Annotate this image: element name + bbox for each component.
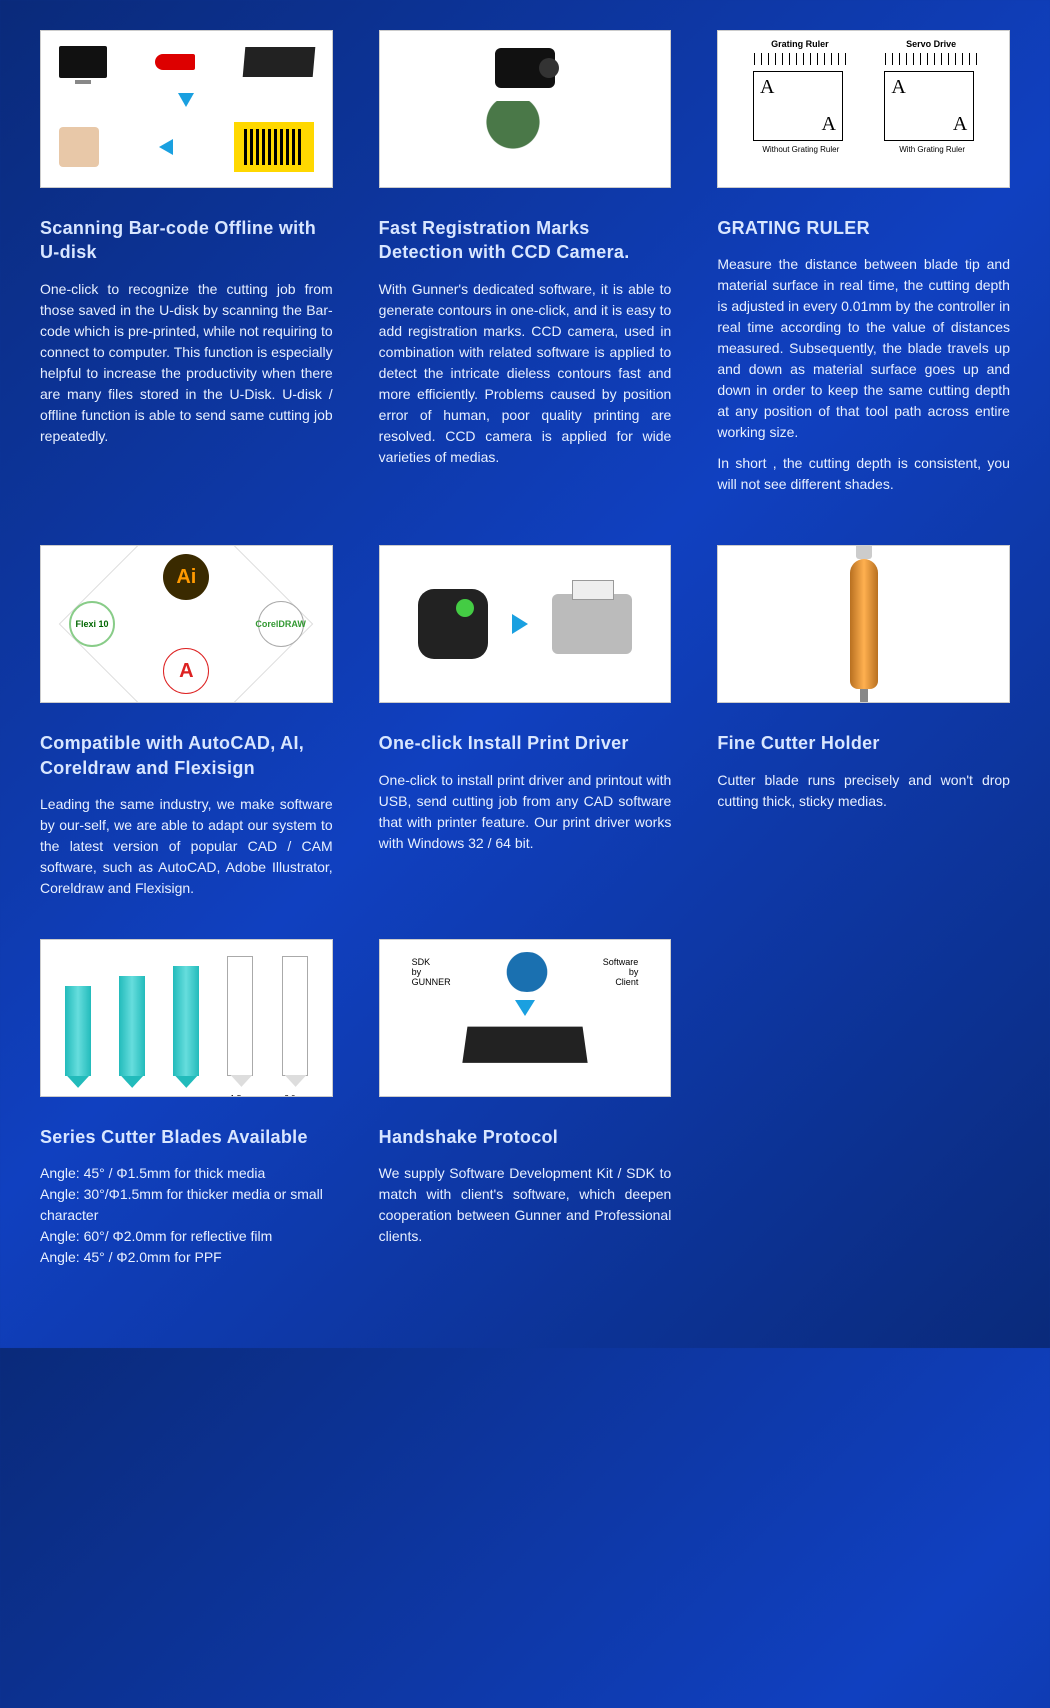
card-body: We supply Software Development Kit / SDK… bbox=[379, 1163, 672, 1247]
card-print-driver: One-click Install Print Driver One-click… bbox=[379, 545, 672, 899]
card-title: Fine Cutter Holder bbox=[717, 731, 1010, 755]
ai-icon: Ai bbox=[163, 554, 209, 600]
print-driver-image bbox=[379, 545, 672, 703]
camera-icon bbox=[495, 48, 555, 88]
ruler-box-icon: AA bbox=[884, 71, 974, 141]
face-icon bbox=[59, 127, 99, 167]
ruler-label-top-right: Servo Drive bbox=[906, 39, 956, 49]
blade-icon: 30° bbox=[65, 986, 91, 1076]
touch-icon bbox=[418, 589, 488, 659]
card-body: With Gunner's dedicated software, it is … bbox=[379, 279, 672, 468]
card-title: GRATING RULER bbox=[717, 216, 1010, 240]
grating-ruler-image: Grating Ruler Servo Drive AA AA Without … bbox=[717, 30, 1010, 188]
handshake-protocol-image: SDKbyGUNNER SoftwarebyClient bbox=[379, 939, 672, 1097]
feature-grid: Scanning Bar-code Offline with U-disk On… bbox=[40, 30, 1010, 1268]
card-body: One-click to recognize the cutting job f… bbox=[40, 279, 333, 447]
ccd-camera-image bbox=[379, 30, 672, 188]
card-body-p1: Measure the distance between blade tip a… bbox=[717, 254, 1010, 443]
card-cutter-holder: Fine Cutter Holder Cutter blade runs pre… bbox=[717, 545, 1010, 899]
ruler-box-icon: AA bbox=[753, 71, 843, 141]
person-icon bbox=[465, 101, 585, 171]
card-cutter-blades: 30° 45° 60° 1.5mm 2.0mm Series Cutter Bl… bbox=[40, 939, 333, 1268]
cutter-blades-image: 30° 45° 60° 1.5mm 2.0mm bbox=[40, 939, 333, 1097]
card-grating-ruler: Grating Ruler Servo Drive AA AA Without … bbox=[717, 30, 1010, 505]
compatible-software-image: Ai Flexi 10 CorelDRAW A bbox=[40, 545, 333, 703]
monitor-icon bbox=[59, 46, 107, 78]
card-title: One-click Install Print Driver bbox=[379, 731, 672, 755]
machine-icon bbox=[462, 1026, 587, 1062]
arrow-down-icon bbox=[515, 1000, 535, 1016]
ruler-label-bottom-right: With Grating Ruler bbox=[899, 145, 965, 154]
blade-icon: 1.5mm bbox=[227, 956, 253, 1076]
flexi-icon: Flexi 10 bbox=[69, 601, 115, 647]
usb-icon bbox=[155, 54, 195, 70]
card-barcode-offline: Scanning Bar-code Offline with U-disk On… bbox=[40, 30, 333, 505]
card-handshake-protocol: SDKbyGUNNER SoftwarebyClient Handshake P… bbox=[379, 939, 672, 1268]
blade-icon: 60° bbox=[173, 966, 199, 1076]
coreldraw-icon: CorelDRAW bbox=[258, 601, 304, 647]
software-label: SoftwarebyClient bbox=[603, 957, 639, 987]
barcode-offline-image bbox=[40, 30, 333, 188]
card-title: Compatible with AutoCAD, AI, Coreldraw a… bbox=[40, 731, 333, 780]
card-body: Cutter blade runs precisely and won't dr… bbox=[717, 770, 1010, 812]
card-body: One-click to install print driver and pr… bbox=[379, 770, 672, 854]
barcode-icon bbox=[234, 122, 314, 172]
card-ccd-camera: Fast Registration Marks Detection with C… bbox=[379, 30, 672, 505]
card-compatible-software: Ai Flexi 10 CorelDRAW A Compatible with … bbox=[40, 545, 333, 899]
card-body: Leading the same industry, we make softw… bbox=[40, 794, 333, 899]
handshake-icon bbox=[499, 952, 555, 992]
card-body-p2: In short , the cutting depth is consiste… bbox=[717, 453, 1010, 495]
cutter-holder-icon bbox=[850, 559, 878, 689]
card-title: Series Cutter Blades Available bbox=[40, 1125, 333, 1149]
card-title: Fast Registration Marks Detection with C… bbox=[379, 216, 672, 265]
card-title: Handshake Protocol bbox=[379, 1125, 672, 1149]
printer-icon bbox=[552, 594, 632, 654]
card-body: Measure the distance between blade tip a… bbox=[717, 254, 1010, 495]
card-title: Scanning Bar-code Offline with U-disk bbox=[40, 216, 333, 265]
arrow-left-icon bbox=[159, 139, 173, 155]
wave-icon bbox=[879, 53, 979, 65]
wave-icon bbox=[748, 53, 848, 65]
arrow-down-icon bbox=[178, 93, 194, 107]
autocad-icon: A bbox=[163, 648, 209, 694]
card-body: Angle: 45° / Φ1.5mm for thick mediaAngle… bbox=[40, 1163, 333, 1268]
arrow-right-icon bbox=[512, 614, 528, 634]
sdk-label: SDKbyGUNNER bbox=[412, 957, 451, 987]
cutter-machine-icon bbox=[242, 47, 315, 77]
blade-icon: 45° bbox=[119, 976, 145, 1076]
cutter-holder-image bbox=[717, 545, 1010, 703]
blade-icon: 2.0mm bbox=[282, 956, 308, 1076]
ruler-label-bottom-left: Without Grating Ruler bbox=[762, 145, 839, 154]
ruler-label-top-left: Grating Ruler bbox=[771, 39, 829, 49]
